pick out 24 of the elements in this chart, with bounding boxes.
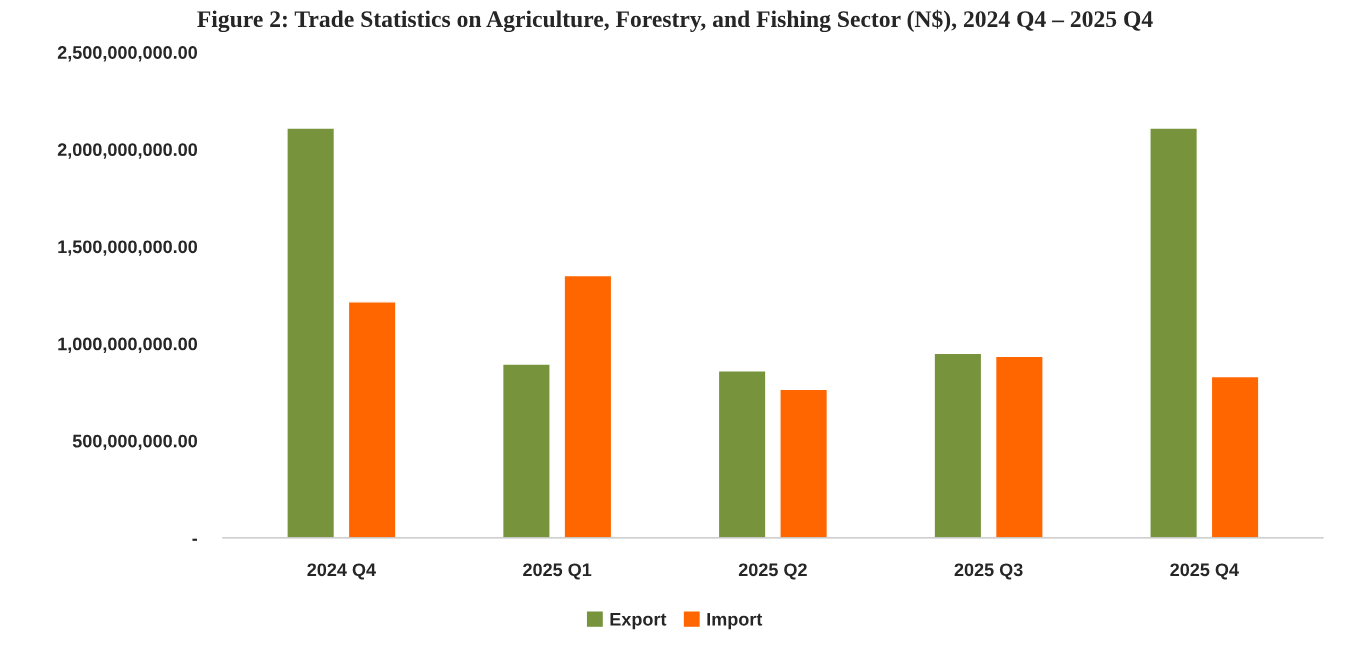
x-tick-label: 2024 Q4: [307, 563, 376, 580]
legend-label: Export: [610, 613, 667, 630]
bar: [501, 363, 551, 538]
bar: [563, 274, 613, 538]
x-tick-label: 2025 Q2: [738, 563, 807, 580]
x-tick-label: 2025 Q1: [523, 563, 592, 580]
y-tick-label: 500,000,000.00: [72, 434, 198, 451]
bar: [1210, 375, 1260, 538]
y-tick-label: 2,000,000,000.00: [57, 143, 198, 159]
bar: [1149, 127, 1199, 538]
bar: [717, 370, 767, 538]
bar: [286, 127, 336, 538]
x-tick-label: 2025 Q4: [1170, 563, 1239, 580]
bar: [779, 388, 829, 538]
y-tick-label: -: [192, 538, 198, 541]
x-tick-label: 2025 Q3: [954, 563, 1023, 580]
chart-title: Figure 2: Trade Statistics on Agriculture, Forestry, and Fishing Sector (N$), 2024 Q4 – 2025 Q4: [197, 9, 1153, 33]
bar: [933, 352, 983, 538]
y-tick-label: 1,000,000,000.00: [58, 337, 198, 353]
bar: [994, 355, 1044, 538]
y-tick-label: 1,500,000,000.00: [58, 240, 198, 256]
bar: [347, 301, 397, 538]
y-tick-label: 2,500,000,000.00: [57, 46, 198, 62]
legend-label: Import: [707, 613, 763, 630]
